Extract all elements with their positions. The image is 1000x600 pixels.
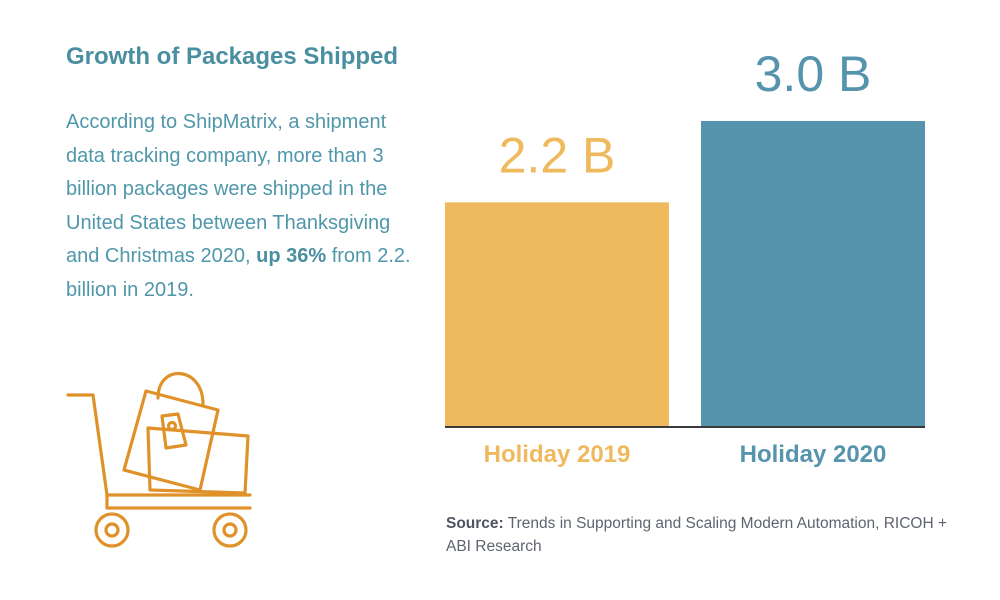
chart-title: Growth of Packages Shipped: [66, 43, 399, 70]
data-label-holiday-2019: 2.2 B: [499, 127, 616, 183]
data-label-holiday-2020: 3.0 B: [755, 46, 872, 102]
bar-holiday-2019: [445, 202, 669, 426]
bar-chart: 2.2 B Holiday 2019 3.0 B Holiday 2020: [445, 46, 925, 468]
bar-holiday-2020: [701, 121, 925, 426]
category-label-holiday-2020: Holiday 2020: [740, 441, 887, 468]
source-label: Source:: [446, 515, 504, 532]
shopping-cart-with-bag-icon: [66, 371, 252, 548]
description-part-1: According to ShipMatrix, a shipment data…: [66, 111, 391, 267]
category-label-holiday-2019: Holiday 2019: [484, 441, 631, 468]
description-text: According to ShipMatrix, a shipment data…: [66, 106, 411, 307]
description-part-2: from 2.2. billion in 2019.: [66, 245, 411, 301]
source-note: Source: Trends in Supporting and Scaling…: [446, 512, 966, 558]
description-emphasis: up 36%: [256, 245, 327, 267]
source-text: Trends in Supporting and Scaling Modern …: [446, 515, 948, 555]
